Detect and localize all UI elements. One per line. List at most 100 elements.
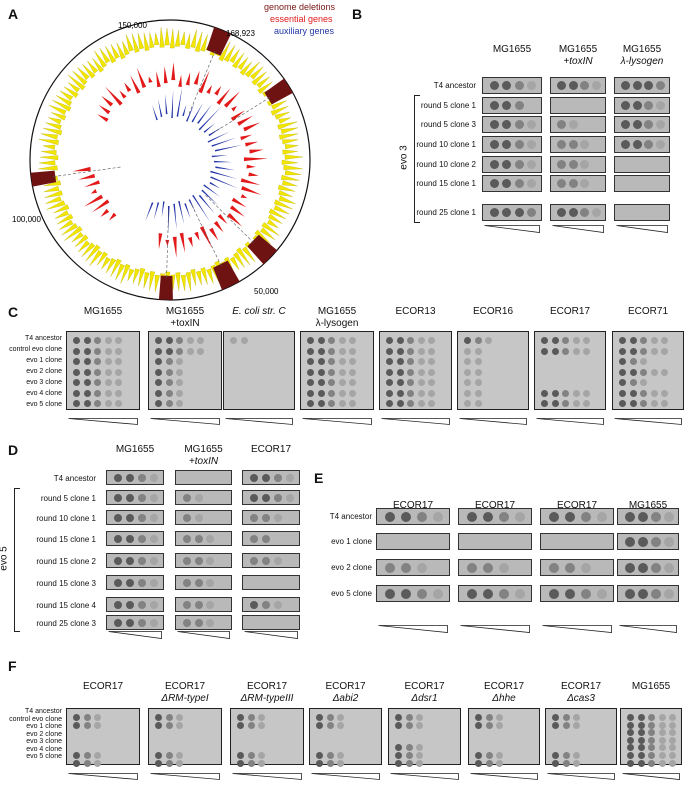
plaque-spot xyxy=(182,513,191,522)
plaque-spot xyxy=(580,81,590,90)
plaque-spot xyxy=(514,160,524,169)
plaque-spot xyxy=(115,337,122,344)
spot-plate xyxy=(457,331,529,410)
gene-arrow xyxy=(185,271,192,292)
plaque-spot xyxy=(485,759,493,767)
plaque-spot xyxy=(496,721,503,729)
plaque-spot xyxy=(568,140,578,149)
guide-line xyxy=(212,97,271,134)
gene-arrow xyxy=(43,185,60,192)
plaque-spot xyxy=(637,759,645,767)
plaque-spot xyxy=(186,337,194,344)
plaque-spot xyxy=(549,511,559,522)
plaque-spot xyxy=(669,729,676,737)
gene-arrow xyxy=(137,32,145,50)
gene-arrow xyxy=(236,247,251,266)
plaque-spot xyxy=(94,337,101,344)
plaque-spot xyxy=(417,588,427,599)
plaque-spot xyxy=(650,536,661,547)
gene-arrow xyxy=(138,267,146,287)
plaque-spot xyxy=(176,358,183,365)
column-header: MG1655 +toxIN xyxy=(550,44,606,68)
plaque-spot xyxy=(237,714,244,721)
essential-gene xyxy=(105,86,123,106)
plaque-spot xyxy=(385,562,395,573)
spot-assay-strip xyxy=(614,116,670,133)
plaque-spot xyxy=(150,473,158,482)
essential-gene xyxy=(119,90,127,99)
plaque-spot xyxy=(307,389,314,397)
gene-arrow xyxy=(127,268,135,281)
essential-gene xyxy=(90,189,98,194)
gene-arrow xyxy=(281,174,300,181)
plaque-spot xyxy=(176,337,183,344)
plaque-spot xyxy=(349,389,356,397)
column-strain: ECOR17 xyxy=(474,500,515,511)
spot-assay-strip xyxy=(458,508,532,525)
plaque-spot xyxy=(73,752,80,759)
plaque-spot xyxy=(496,752,503,759)
plaque-spot xyxy=(338,389,346,397)
plaque-spot xyxy=(396,337,404,344)
spot-assay-strip xyxy=(175,553,232,568)
gene-arrow xyxy=(59,219,74,230)
genome-deletion xyxy=(264,78,293,105)
auxiliary-gene xyxy=(207,131,230,143)
plaque-spot xyxy=(386,400,393,407)
plaque-spot xyxy=(115,400,122,407)
plaque-spot xyxy=(247,714,255,721)
gene-arrow xyxy=(241,246,256,263)
plaque-spot xyxy=(262,473,270,482)
plaque-spot xyxy=(551,337,559,344)
column-genotype: Δdsr1 xyxy=(411,693,438,704)
plaque-spot xyxy=(114,493,122,502)
gene-arrow xyxy=(278,195,296,205)
gene-arrow xyxy=(237,57,249,70)
plaque-spot xyxy=(485,752,493,759)
plaque-spot xyxy=(349,358,356,365)
plaque-spot xyxy=(138,534,146,543)
plaque-spot xyxy=(138,473,146,482)
plaque-spot xyxy=(165,721,173,729)
column-header: MG1655 λ-lysogen xyxy=(300,306,374,330)
plaque-spot xyxy=(326,759,334,767)
spot-assay-strip xyxy=(106,531,164,546)
essential-gene xyxy=(246,164,256,169)
spot-assay-strip xyxy=(175,510,232,525)
dilution-wedge xyxy=(232,767,302,780)
group-bracket xyxy=(14,488,20,632)
dilution-wedge xyxy=(302,412,372,425)
legend-auxiliary: auxiliary genes xyxy=(274,26,335,36)
plaque-spot xyxy=(572,337,580,344)
plaque-spot xyxy=(94,721,101,729)
spot-plate xyxy=(388,708,461,767)
gene-arrow xyxy=(280,127,299,135)
essential-gene xyxy=(199,226,213,249)
gene-arrow xyxy=(223,45,236,63)
plaque-spot xyxy=(485,337,492,344)
plaque-spot xyxy=(73,337,80,344)
gene-arrow xyxy=(159,27,165,48)
plaque-spot xyxy=(527,120,537,129)
plaque-spot xyxy=(627,744,634,752)
dilution-wedge xyxy=(150,412,220,425)
plaque-spot xyxy=(338,368,346,376)
plaque-spot xyxy=(417,358,425,365)
gene-arrow xyxy=(180,31,186,46)
plaque-spot xyxy=(176,368,183,376)
gene-arrow xyxy=(164,28,170,46)
plaque-spot xyxy=(94,400,101,407)
auxiliary-gene xyxy=(165,94,168,115)
plaque-spot xyxy=(568,208,578,217)
row-label: evo 4 clone xyxy=(26,390,62,397)
gene-arrow xyxy=(45,196,62,204)
spot-assay-strip xyxy=(106,553,164,568)
plaque-spot xyxy=(552,721,559,729)
plaque-spot xyxy=(562,389,569,397)
plaque-spot xyxy=(489,179,499,188)
gene-arrow xyxy=(206,268,214,284)
plaque-spot xyxy=(115,379,122,386)
column-genotype: Δcas3 xyxy=(567,693,595,704)
plaque-spot xyxy=(206,618,215,627)
plaque-spot xyxy=(565,588,575,599)
